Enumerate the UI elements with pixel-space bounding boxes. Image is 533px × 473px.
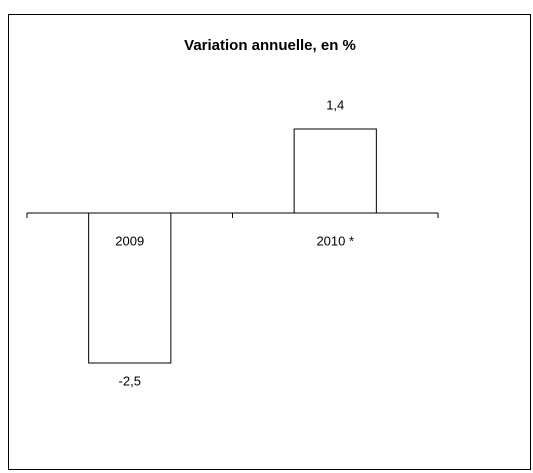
chart-title: Variation annuelle, en %: [184, 37, 356, 54]
value-label: 1,4: [326, 97, 344, 112]
frame: [8, 14, 531, 470]
x-tick-label: 2010 *: [316, 233, 354, 248]
bar: [293, 128, 377, 214]
bar: [88, 212, 172, 364]
x-tick-label: 2009: [115, 233, 144, 248]
value-label: -2,5: [119, 373, 141, 388]
